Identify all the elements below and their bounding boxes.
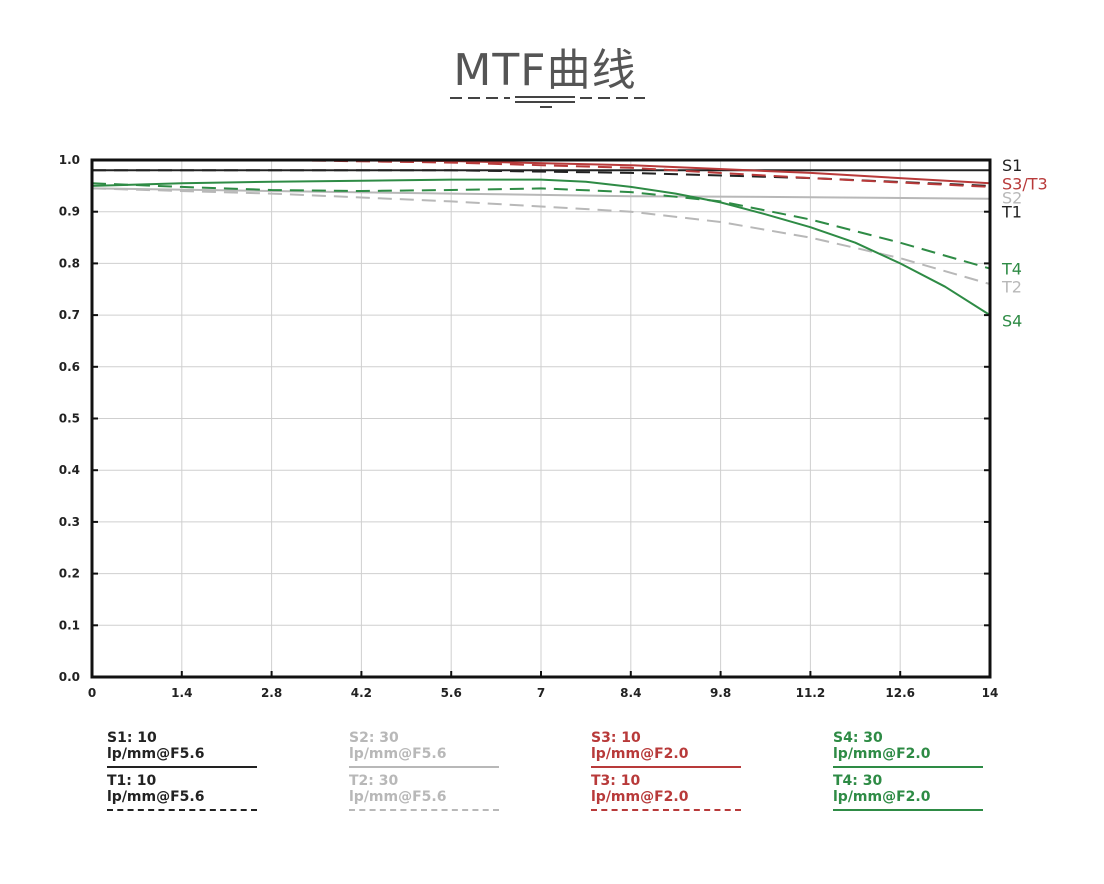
y-tick-label: 0.3 (59, 515, 80, 529)
legend-text: T4: 30 lp/mm@F2.0 (833, 773, 931, 805)
legend-text: S1: 10 lp/mm@F5.6 (107, 730, 205, 762)
x-tick-label: 11.2 (796, 686, 826, 700)
x-tick-label: 5.6 (441, 686, 462, 700)
x-tick-label: 8.4 (620, 686, 641, 700)
legend-item-t3: T3: 10 lp/mm@F2.0 (591, 773, 741, 811)
x-tick-label: 7 (537, 686, 545, 700)
y-tick-label: 0.0 (59, 670, 80, 684)
x-tick-label: 9.8 (710, 686, 731, 700)
end-label-s4: S4 (1002, 311, 1022, 330)
x-tick-label: 12.6 (885, 686, 915, 700)
x-tick-label: 0 (88, 686, 96, 700)
legend-line-sample (107, 809, 257, 811)
end-label-t2: T2 (1001, 278, 1022, 297)
legend-item-s2: S2: 30 lp/mm@F5.6 (349, 730, 499, 768)
end-label-t4: T4 (1001, 260, 1022, 279)
end-label-t1: T1 (1001, 203, 1022, 222)
series-t2 (91, 187, 991, 286)
legend-text: T3: 10 lp/mm@F2.0 (591, 773, 689, 805)
legend-text: T2: 30 lp/mm@F5.6 (349, 773, 447, 805)
series-t3 (92, 159, 991, 188)
legend-line-sample (833, 766, 983, 768)
x-tick-label: 14 (982, 686, 999, 700)
title-divider (450, 96, 645, 108)
legend-line-sample (591, 809, 741, 811)
y-tick-label: 0.2 (59, 567, 80, 581)
legend-text: S3: 10 lp/mm@F2.0 (591, 730, 689, 762)
chart-title: MTF曲线 (453, 45, 637, 96)
legend-text: T1: 10 lp/mm@F5.6 (107, 773, 205, 805)
x-tick-label: 2.8 (261, 686, 282, 700)
legend-line-sample (349, 766, 499, 768)
end-label-s1: S1 (1002, 156, 1022, 175)
legend-text: S4: 30 lp/mm@F2.0 (833, 730, 931, 762)
series-s2 (91, 187, 991, 200)
y-tick-label: 0.5 (59, 412, 80, 426)
y-tick-label: 1.0 (59, 153, 80, 167)
y-tick-label: 0.4 (59, 463, 80, 477)
legend-line-sample (833, 809, 983, 811)
end-label-s3-t3: S3/T3 (1002, 174, 1048, 193)
series-s4 (91, 178, 991, 316)
series-t4 (91, 182, 991, 270)
y-tick-label: 0.6 (59, 360, 80, 374)
legend-item-s4: S4: 30 lp/mm@F2.0 (833, 730, 983, 768)
end-label-s2: S2 (1002, 189, 1022, 208)
legend-item-s1: S1: 10 lp/mm@F5.6 (107, 730, 257, 768)
legend-item-t4: T4: 30 lp/mm@F2.0 (833, 773, 983, 811)
legend-line-sample (349, 809, 499, 811)
x-tick-label: 4.2 (351, 686, 372, 700)
legend-line-sample (591, 766, 741, 768)
legend-item-t1: T1: 10 lp/mm@F5.6 (107, 773, 257, 811)
x-tick-label: 1.4 (171, 686, 192, 700)
y-tick-label: 0.8 (59, 256, 80, 270)
y-tick-label: 0.1 (59, 618, 80, 632)
legend-item-t2: T2: 30 lp/mm@F5.6 (349, 773, 499, 811)
y-tick-label: 0.7 (59, 308, 80, 322)
legend-text: S2: 30 lp/mm@F5.6 (349, 730, 447, 762)
y-tick-label: 0.9 (59, 205, 80, 219)
legend-item-s3: S3: 10 lp/mm@F2.0 (591, 730, 741, 768)
legend-line-sample (107, 766, 257, 768)
